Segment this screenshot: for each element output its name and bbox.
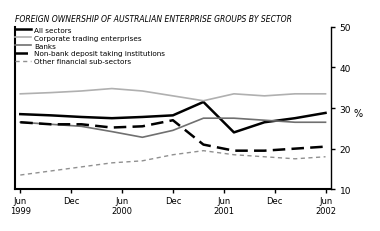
Legend: All sectors, Corporate trading enterprises, Banks, Non-bank deposit taking insti: All sectors, Corporate trading enterpris… [15, 28, 165, 65]
Text: FOREIGN OWNERSHIP OF AUSTRALIAN ENTERPRISE GROUPS BY SECTOR: FOREIGN OWNERSHIP OF AUSTRALIAN ENTERPRI… [15, 15, 292, 24]
Y-axis label: %: % [353, 109, 363, 119]
